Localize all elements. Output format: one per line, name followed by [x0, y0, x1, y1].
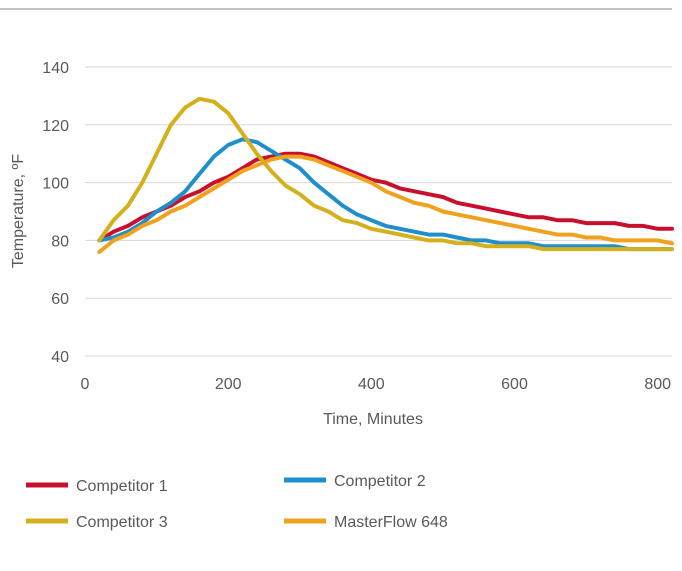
x-tick-label: 0: [81, 376, 90, 393]
y-tick-label: 140: [42, 60, 69, 77]
y-axis-title: Temperature, ºF: [10, 154, 27, 269]
legend-label: Competitor 1: [76, 478, 168, 495]
y-tick-labels: 40 60 80 100 120 140: [42, 60, 69, 366]
legend-label: MasterFlow 648: [334, 514, 448, 531]
y-tick-label: 40: [51, 349, 69, 366]
legend-label: Competitor 2: [334, 473, 426, 490]
y-tick-label: 120: [42, 118, 69, 135]
x-tick-labels: 0 200 400 600 800: [81, 376, 672, 393]
x-axis-title: Time, Minutes: [323, 411, 423, 428]
x-tick-label: 800: [644, 376, 671, 393]
x-tick-label: 200: [215, 376, 242, 393]
series-line-3: [97, 96, 674, 252]
legend-label: Competitor 3: [76, 514, 168, 531]
y-tick-label: 60: [51, 291, 69, 308]
y-tick-label: 80: [51, 233, 69, 250]
y-tick-label: 100: [42, 176, 69, 193]
series-line-4: [97, 154, 674, 254]
series-lines: [97, 96, 674, 254]
x-tick-label: 400: [358, 376, 385, 393]
x-tick-label: 600: [501, 376, 528, 393]
legend: Competitor 1 Competitor 2 Competitor 3 Mast…: [26, 473, 448, 531]
series-line-2: [97, 137, 674, 252]
series-line-1: [97, 151, 674, 243]
